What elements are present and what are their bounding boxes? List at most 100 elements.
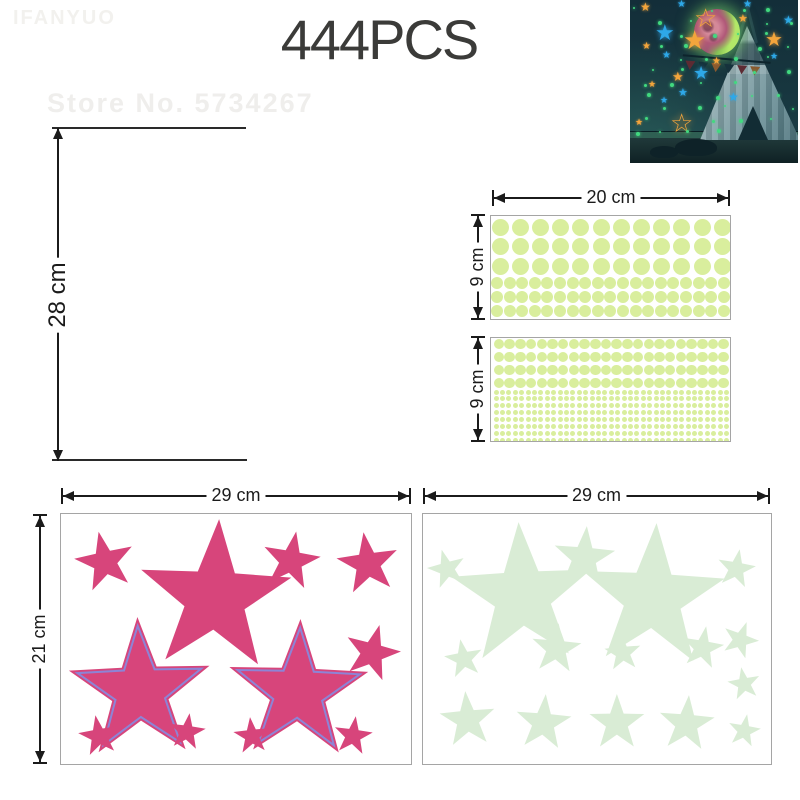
glow-dot bbox=[765, 32, 768, 35]
glow-dot bbox=[672, 417, 678, 423]
glow-dot bbox=[663, 107, 666, 110]
glow-star-icon: ★ bbox=[660, 95, 669, 105]
glow-dot bbox=[698, 396, 704, 402]
glow-dot bbox=[751, 95, 753, 97]
glow-dot bbox=[608, 389, 614, 395]
glow-dot bbox=[654, 338, 665, 350]
glow-dot bbox=[570, 437, 576, 441]
glow-dot bbox=[723, 437, 729, 441]
glow-dot bbox=[551, 424, 557, 429]
glow-dot bbox=[576, 437, 582, 441]
glow-dot bbox=[691, 389, 697, 395]
glow-dot bbox=[525, 338, 537, 350]
glow-dot bbox=[538, 430, 544, 436]
glow-star-icon: ★ bbox=[672, 69, 684, 84]
glow-dot bbox=[608, 396, 614, 402]
glow-dot bbox=[595, 424, 601, 429]
glow-dot bbox=[547, 338, 558, 350]
dimension-label: 28 cm bbox=[44, 256, 72, 333]
star-shape bbox=[78, 715, 118, 755]
glow-dot bbox=[652, 69, 654, 71]
glow-dot bbox=[658, 21, 662, 25]
star-shape bbox=[583, 523, 725, 661]
glow-dot bbox=[515, 351, 526, 363]
glow-dot bbox=[698, 389, 704, 395]
glow-dot bbox=[583, 389, 589, 395]
glow-dot bbox=[611, 351, 622, 363]
glow-star-icon: ★ bbox=[738, 13, 748, 25]
glow-star-icon: ☆ bbox=[670, 108, 694, 138]
glow-star-icon: ★ bbox=[677, 0, 686, 10]
glow-dot bbox=[675, 338, 687, 350]
glow-dot bbox=[525, 403, 531, 409]
glow-dot bbox=[589, 403, 595, 409]
glow-dot bbox=[512, 389, 518, 395]
star-shape bbox=[229, 619, 369, 753]
star-shape bbox=[727, 667, 760, 700]
moon-bottom-extension-line bbox=[52, 459, 247, 461]
glow-dot bbox=[528, 305, 541, 317]
glow-dot bbox=[672, 430, 678, 436]
glow-dot bbox=[704, 403, 710, 409]
glow-dot bbox=[615, 430, 621, 436]
glow-dot bbox=[557, 338, 569, 350]
star-shape bbox=[451, 522, 592, 659]
glow-star-icon: ★ bbox=[770, 51, 779, 61]
glow-dot bbox=[590, 338, 601, 350]
glow-dot bbox=[632, 257, 650, 275]
piece-count-title: 444PCS bbox=[280, 8, 480, 71]
glow-dot bbox=[511, 218, 529, 236]
glow-dot bbox=[516, 291, 529, 303]
glow-dot bbox=[718, 364, 729, 376]
glow-dot bbox=[590, 377, 601, 389]
glow-dot bbox=[506, 396, 512, 402]
glow-dot bbox=[723, 389, 729, 395]
glow-dot bbox=[572, 257, 590, 275]
star-shape bbox=[604, 634, 641, 670]
glow-dot bbox=[531, 403, 537, 409]
glow-dot bbox=[686, 377, 697, 389]
glow-dot bbox=[595, 403, 601, 409]
glow-dot bbox=[536, 338, 548, 350]
glow-dot bbox=[723, 410, 729, 416]
glow-dot bbox=[512, 410, 518, 416]
glow-dot bbox=[679, 417, 685, 423]
glow-dot bbox=[512, 424, 518, 429]
glow-dot bbox=[673, 238, 691, 255]
glow-dot bbox=[634, 430, 640, 436]
pillow bbox=[650, 146, 678, 158]
glow-dot bbox=[707, 351, 719, 363]
glow-dot bbox=[499, 396, 505, 402]
glow-dot bbox=[640, 389, 646, 395]
glow-dot bbox=[700, 82, 702, 84]
glow-dot bbox=[647, 389, 653, 395]
glow-dot bbox=[531, 424, 537, 429]
glow-dot bbox=[538, 410, 544, 416]
glow-dot bbox=[493, 377, 505, 389]
glow-dot bbox=[653, 396, 659, 402]
glow-dot bbox=[704, 389, 710, 395]
glow-dot bbox=[690, 20, 692, 22]
glow-dot bbox=[570, 403, 576, 409]
glow-dot bbox=[790, 22, 793, 25]
glow-dot bbox=[576, 403, 582, 409]
glow-dot bbox=[770, 118, 772, 120]
glow-dot bbox=[743, 9, 746, 12]
star-shape bbox=[554, 526, 616, 586]
glow-dot bbox=[634, 410, 640, 416]
glow-dot bbox=[734, 57, 738, 61]
glow-dot bbox=[621, 424, 627, 429]
glow-dot bbox=[583, 424, 589, 429]
star-shape bbox=[264, 531, 321, 588]
glow-dot bbox=[629, 291, 642, 303]
glow-dot bbox=[737, 33, 739, 35]
glow-dot bbox=[653, 257, 671, 275]
glow-dot bbox=[563, 410, 569, 416]
glow-dot bbox=[672, 410, 678, 416]
glow-dot bbox=[602, 424, 608, 429]
glow-dot bbox=[724, 105, 726, 107]
star-sheet-2-width-dimension: 29 cm bbox=[423, 485, 770, 506]
glow-dot bbox=[525, 410, 531, 416]
glow-dot bbox=[654, 277, 667, 289]
glow-dot bbox=[617, 305, 629, 317]
